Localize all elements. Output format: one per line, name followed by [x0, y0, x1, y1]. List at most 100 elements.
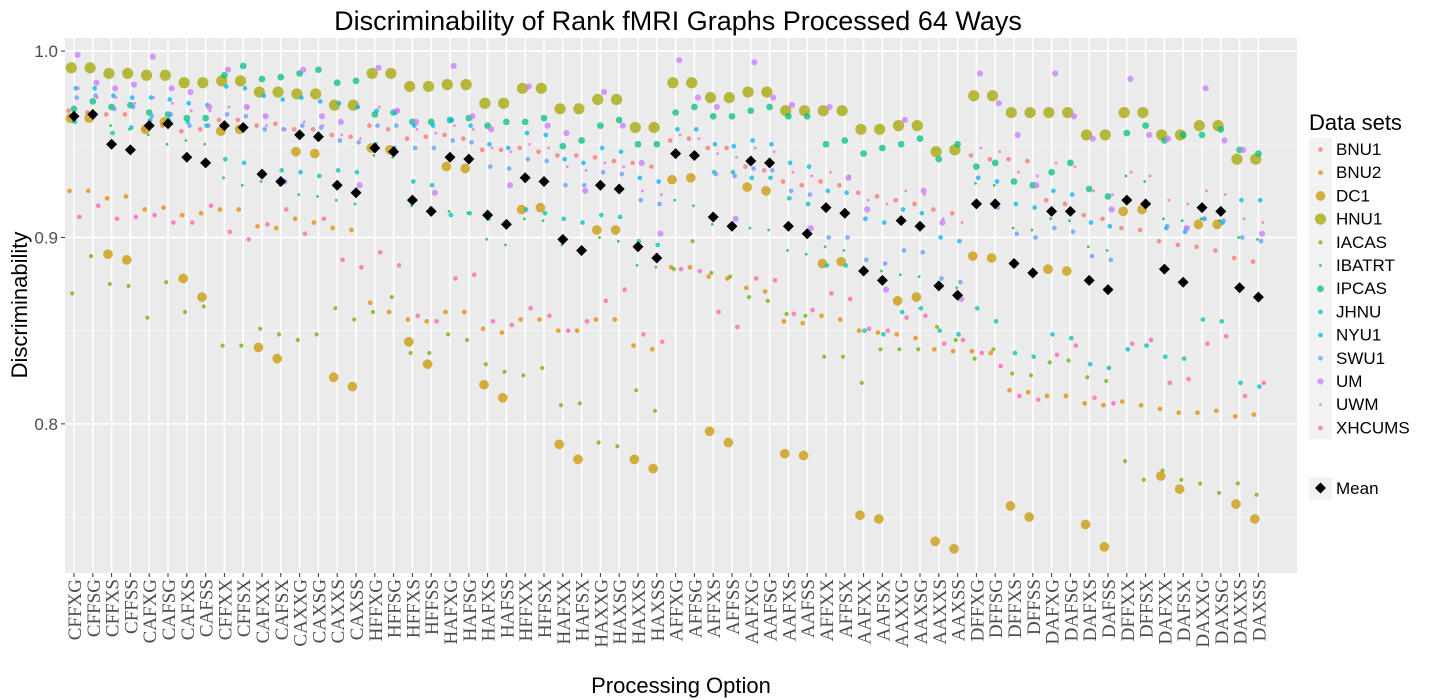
point-um — [1070, 113, 1078, 120]
legend-label: BNU1 — [1336, 140, 1381, 159]
x-tick-label: HAFXG — [441, 579, 462, 645]
point-xhcums — [697, 268, 703, 274]
point-ibatrt — [1124, 174, 1128, 178]
point-ibatrt — [955, 286, 959, 290]
point-xhcums — [847, 296, 853, 302]
point-ipcas — [503, 118, 510, 126]
x-tick-label: CFFXX — [215, 579, 236, 641]
point-swu1 — [845, 235, 850, 240]
point-swu1 — [788, 188, 794, 194]
point-jhnu — [128, 125, 134, 130]
point-swu1 — [149, 113, 155, 119]
point-bnu2 — [405, 317, 411, 322]
point-jhnu — [768, 175, 773, 181]
point-dc1 — [328, 372, 339, 383]
point-dc1 — [535, 202, 546, 213]
point-bnu1 — [1213, 248, 1218, 253]
point-swu1 — [1089, 253, 1095, 259]
point-jhnu — [542, 210, 548, 216]
point-nyu1 — [1257, 197, 1263, 203]
mean-point — [782, 220, 794, 232]
point-ibatrt — [1162, 217, 1165, 221]
point-bnu2 — [1213, 408, 1219, 414]
point-hnu1 — [84, 62, 96, 74]
point-iacas — [1010, 371, 1015, 376]
point-uwm — [1092, 189, 1096, 193]
point-bnu1 — [310, 126, 316, 132]
x-tick-label: DAFSG — [1061, 579, 1082, 642]
point-nyu1 — [787, 160, 793, 166]
point-hnu1 — [667, 77, 679, 89]
point-nyu1 — [562, 156, 567, 162]
point-jhnu — [1012, 350, 1018, 356]
point-um — [318, 113, 326, 120]
point-dc1 — [779, 448, 790, 459]
point-ipcas — [540, 114, 548, 122]
point-xhcums — [641, 332, 646, 337]
point-ipcas — [315, 66, 322, 74]
point-swu1 — [882, 261, 888, 266]
point-swu1 — [187, 123, 192, 128]
mean-point — [1158, 263, 1170, 275]
point-xhcums — [283, 207, 289, 212]
point-hnu1 — [422, 80, 435, 93]
point-bnu2 — [292, 216, 298, 222]
point-ipcas — [672, 109, 679, 116]
point-dc1 — [930, 536, 941, 547]
point-swu1 — [412, 145, 418, 151]
point-uwm — [941, 217, 945, 221]
point-nyu1 — [543, 132, 549, 138]
point-iacas — [295, 337, 300, 343]
point-uwm — [1111, 193, 1114, 196]
mean-point — [1102, 284, 1114, 296]
point-xhcums — [490, 318, 496, 324]
point-swu1 — [130, 104, 136, 110]
point-dc1 — [855, 510, 865, 521]
point-uwm — [998, 150, 1002, 154]
x-tick-label: DFFSX — [1137, 579, 1158, 638]
x-tick-label: CAXSS — [347, 579, 368, 640]
point-dc1 — [892, 295, 903, 306]
point-nyu1 — [111, 93, 116, 99]
point-uwm — [810, 174, 814, 178]
point-bnu1 — [611, 158, 617, 164]
point-jhnu — [956, 332, 961, 337]
point-jhnu — [617, 214, 623, 220]
point-jhnu — [1219, 318, 1225, 324]
point-swu1 — [506, 166, 512, 171]
point-jhnu — [1125, 346, 1131, 352]
point-swu1 — [205, 123, 211, 128]
point-dc1 — [1193, 219, 1204, 230]
plot-panel — [65, 38, 1297, 573]
point-ibatrt — [710, 223, 714, 226]
point-uwm — [1205, 189, 1208, 193]
point-iacas — [239, 343, 244, 348]
mean-point — [651, 252, 663, 264]
point-bnu2 — [499, 330, 505, 335]
x-axis-title: Processing Option — [591, 673, 771, 698]
point-ibatrt — [1105, 249, 1109, 252]
point-um — [901, 116, 908, 124]
point-bnu1 — [987, 156, 993, 162]
point-bnu1 — [799, 182, 805, 188]
point-uwm — [434, 131, 438, 135]
point-jhnu — [1238, 380, 1243, 386]
point-bnu1 — [179, 128, 184, 134]
point-uwm — [471, 127, 475, 131]
point-dc1 — [667, 174, 677, 185]
point-ipcas — [70, 105, 78, 113]
mean-point — [106, 138, 118, 150]
mean-point — [294, 129, 306, 141]
point-ibatrt — [447, 209, 451, 213]
point-ipcas — [277, 73, 285, 81]
point-bnu1 — [931, 207, 936, 212]
point-jhnu — [185, 119, 191, 125]
point-hnu1 — [911, 120, 923, 132]
point-hnu1 — [629, 121, 641, 134]
mean-point — [406, 194, 418, 206]
point-ipcas — [615, 116, 623, 124]
point-ipcas — [766, 103, 773, 111]
point-ibatrt — [1086, 245, 1090, 249]
point-hnu1 — [573, 103, 585, 115]
mean-point — [858, 265, 870, 277]
